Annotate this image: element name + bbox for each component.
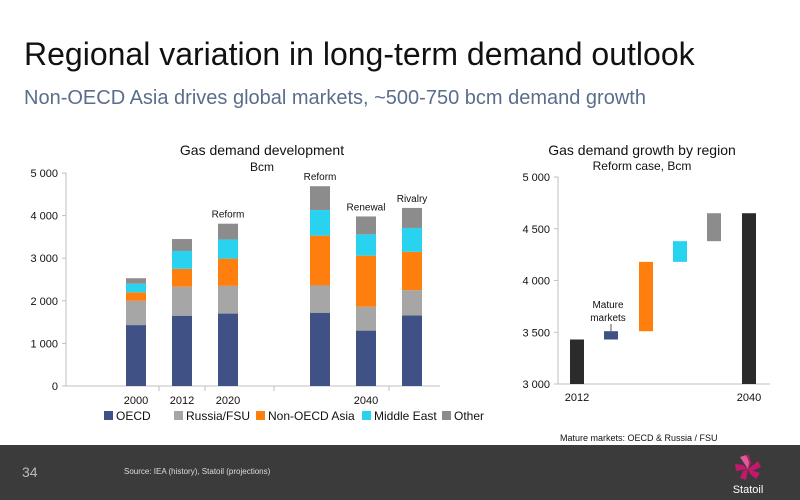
bar-oecd-5 <box>356 330 376 386</box>
chart1-x-tick-label: 2000 <box>124 395 148 407</box>
bar-middle-east-5 <box>356 234 376 256</box>
logo-text: Statoil <box>733 484 764 496</box>
chart1-bar-label: Rivalry <box>397 194 428 205</box>
chart2-y-tick-label: 4 500 <box>522 224 550 236</box>
bar-middle-east-2 <box>172 250 192 269</box>
legend-swatch-non-oecd-asia <box>256 411 265 420</box>
waterfall-bar-non-oecd-asia <box>639 261 653 332</box>
chart2-y-tick-label: 3 000 <box>522 379 550 391</box>
bar-other-1 <box>126 278 146 284</box>
chart2-title: Gas demand growth by region <box>548 142 736 158</box>
bar-other-6 <box>402 207 422 228</box>
bar-russia-fsu-4 <box>310 285 330 313</box>
chart1-bar-label: Reform <box>304 172 337 183</box>
bar-other-3 <box>218 223 238 240</box>
legend-swatch-oecd <box>104 411 113 420</box>
chart1-x-tick-label: 2020 <box>216 395 240 407</box>
chart2-y-tick-label: 3 500 <box>522 327 550 339</box>
bar-other-5 <box>356 216 376 235</box>
bar-non-oecd-asia-4 <box>310 235 330 286</box>
bar-non-oecd-asia-2 <box>172 268 192 287</box>
footer-bar: 34 Source: IEA (history), Statoil (proje… <box>0 445 800 500</box>
legend-label: Other <box>454 409 484 423</box>
mature-markets-note: Mature markets: OECD & Russia / FSU <box>560 433 718 443</box>
legend-label: Middle East <box>374 409 437 423</box>
bar-non-oecd-asia-3 <box>218 258 238 286</box>
chart1-y-tick-label: 0 <box>52 381 58 393</box>
chart2-y-tick-label: 5 000 <box>522 172 550 184</box>
bar-non-oecd-asia-1 <box>126 292 146 301</box>
annotation-mature-markets: Mature <box>592 300 624 311</box>
bar-oecd-3 <box>218 313 238 386</box>
legend-label: Non-OECD Asia <box>268 409 355 423</box>
bar-middle-east-3 <box>218 239 238 259</box>
legend-label: Russia/FSU <box>186 409 250 423</box>
legend-swatch-russia-fsu <box>174 411 183 420</box>
waterfall-bar-mature-markets <box>604 331 618 340</box>
chart1-x-tick-label: 2040 <box>354 395 378 407</box>
chart1-y-tick-label: 4 000 <box>30 211 58 223</box>
chart2-subtitle: Reform case, Bcm <box>593 159 692 173</box>
bar-middle-east-1 <box>126 283 146 293</box>
waterfall-bar-2012 <box>570 339 584 384</box>
bar-non-oecd-asia-5 <box>356 255 376 307</box>
page-number: 34 <box>22 464 38 480</box>
legend-label: OECD <box>116 409 151 423</box>
chart1-y-tick-label: 3 000 <box>30 253 58 265</box>
bar-oecd-1 <box>126 325 146 386</box>
waterfall-bar-other <box>707 213 721 242</box>
waterfall-bar-2040 <box>742 213 756 384</box>
source-note: Source: IEA (history), Statoil (projecti… <box>124 467 271 476</box>
gas-demand-development-chart: Gas demand development Bcm 0 1 000 2 000 3 00… <box>30 142 484 423</box>
bar-russia-fsu-5 <box>356 306 376 331</box>
bar-other-2 <box>172 239 192 251</box>
chart1-title: Gas demand development <box>180 142 344 158</box>
chart1-subtitle: Bcm <box>250 160 274 174</box>
page-subtitle: Non-OECD Asia drives global markets, ~50… <box>24 87 646 109</box>
chart2-x-tick-label: 2040 <box>737 392 761 404</box>
chart1-bar-label: Reform <box>212 210 245 221</box>
bar-middle-east-6 <box>402 227 422 252</box>
bar-russia-fsu-2 <box>172 286 192 316</box>
bar-oecd-2 <box>172 315 192 386</box>
chart1-y-tick-label: 2 000 <box>30 296 58 308</box>
chart1-y-tick-label: 1 000 <box>30 338 58 350</box>
bar-non-oecd-asia-6 <box>402 251 422 291</box>
chart2-x-tick-label: 2012 <box>565 392 589 404</box>
bar-russia-fsu-6 <box>402 290 422 316</box>
legend-swatch-middle-east <box>362 411 371 420</box>
statoil-logo: Statoil <box>733 453 764 496</box>
waterfall-bar-middle-east <box>673 241 687 262</box>
chart1-y-tick-label: 5 000 <box>30 168 58 180</box>
chart1-bar-label: Renewal <box>347 202 386 213</box>
legend-swatch-other <box>442 411 451 420</box>
bar-other-4 <box>310 186 330 211</box>
page-title: Regional variation in long-term demand o… <box>24 36 695 72</box>
chart1-x-tick-label: 2012 <box>170 395 194 407</box>
bar-oecd-6 <box>402 315 422 386</box>
bar-middle-east-4 <box>310 210 330 236</box>
bar-russia-fsu-1 <box>126 300 146 326</box>
annotation-mature-markets: markets <box>590 313 626 324</box>
chart2-y-tick-label: 4 000 <box>522 276 550 288</box>
bar-oecd-4 <box>310 312 330 386</box>
bar-russia-fsu-3 <box>218 285 238 314</box>
